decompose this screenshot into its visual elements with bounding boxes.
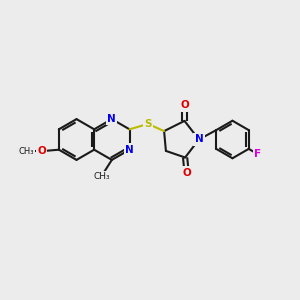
Text: CH₃: CH₃ [18,147,34,156]
Text: N: N [125,145,134,155]
Text: N: N [194,134,203,145]
Text: O: O [37,146,46,156]
Text: N: N [107,114,116,124]
Text: S: S [144,119,152,129]
Text: O: O [182,167,191,178]
Text: F: F [254,149,261,159]
Text: CH₃: CH₃ [93,172,110,181]
Text: O: O [180,100,189,110]
